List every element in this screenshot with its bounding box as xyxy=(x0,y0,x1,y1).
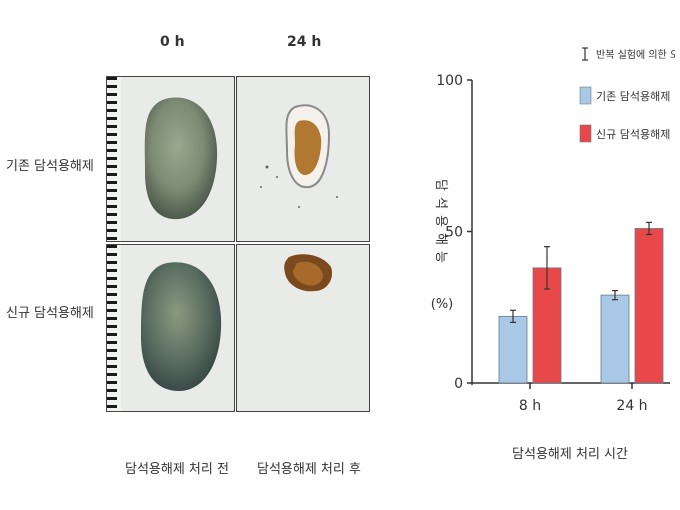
photo-new-24h xyxy=(236,244,370,412)
col-label-0h: 0 h xyxy=(160,34,185,50)
x-tick-label: 24 h xyxy=(616,398,647,414)
col-label-24h: 24 h xyxy=(287,34,322,50)
bar-conventional-24h xyxy=(600,294,630,384)
y-axis-unit: (%) xyxy=(431,297,454,312)
row-label-new: 신규 담석용해제 xyxy=(6,306,94,321)
gallstone-image xyxy=(144,97,218,220)
y-tick-label: 50 xyxy=(445,225,463,241)
y-axis-label-char: 용 xyxy=(433,215,448,227)
y-tick-label: 0 xyxy=(454,376,463,392)
bar-conventional-8h xyxy=(498,315,528,384)
x-axis-label: 담석용해제 처리 시간 xyxy=(512,447,628,462)
caption-before: 담석용해제 처리 전 xyxy=(125,462,229,477)
legend-label-conventional: 기존 담석용해제 xyxy=(596,89,670,103)
y-axis-label-char: 해 xyxy=(433,233,448,245)
y-axis-label-char: 석 xyxy=(433,197,448,209)
y-axis-label-char: 담 xyxy=(433,179,448,191)
ruler xyxy=(107,77,121,241)
photo-conventional-0h xyxy=(106,76,235,242)
photo-new-0h xyxy=(106,244,235,412)
bar-new-24h xyxy=(634,228,664,384)
ruler xyxy=(107,245,121,411)
x-tick-label: 8 h xyxy=(519,398,541,414)
caption-after: 담석용해제 처리 후 xyxy=(257,462,361,477)
dissolved-gallstone-image xyxy=(284,254,333,292)
legend-swatch-conventional xyxy=(579,86,592,105)
legend-error-label: 반복 실험에 의한 오차 xyxy=(596,49,675,61)
row-label-conventional: 기존 담석용해제 xyxy=(6,159,94,174)
photo-conventional-24h xyxy=(236,76,370,242)
gallstone-image xyxy=(141,262,222,391)
legend-label-new: 신규 담석용해제 xyxy=(596,127,670,141)
legend-swatch-new xyxy=(579,124,592,143)
y-axis-label-char: 능 xyxy=(433,251,448,263)
dissolved-gallstone-image xyxy=(260,104,338,208)
y-tick-label: 100 xyxy=(436,73,463,89)
